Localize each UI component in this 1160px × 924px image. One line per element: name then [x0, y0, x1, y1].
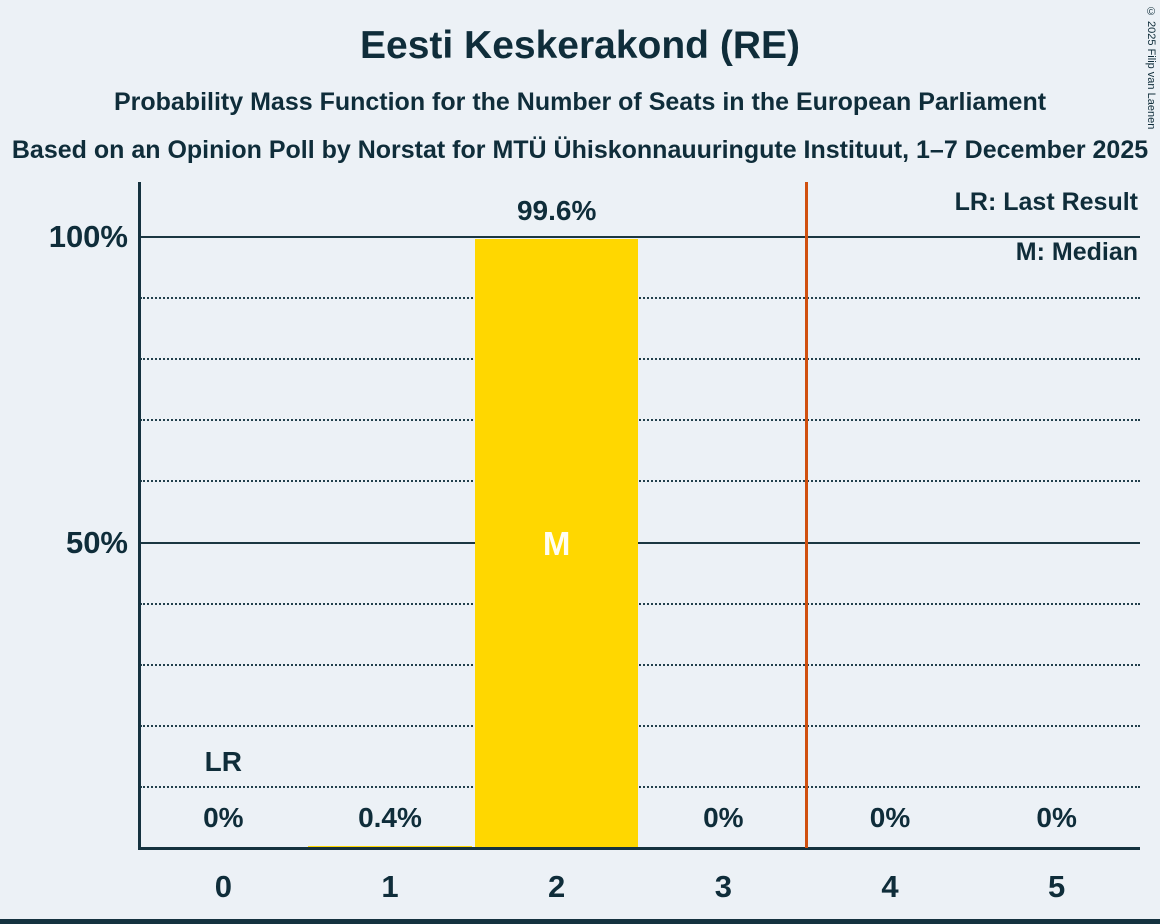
legend-last-result: LR: Last Result — [954, 188, 1138, 216]
gridline-20pct — [140, 724, 1140, 727]
x-tick-label-5: 5 — [1048, 869, 1066, 904]
y-tick-label-100pct: 100% — [48, 219, 128, 254]
bar-value-label-2: 99.6% — [516, 195, 597, 227]
chart-subtitle: Probability Mass Function for the Number… — [113, 88, 1047, 116]
x-tick-label-3: 3 — [714, 869, 732, 904]
bar-value-label-1: 0.4% — [358, 802, 422, 833]
median-marker: M — [542, 524, 571, 562]
x-tick-label-1: 1 — [381, 869, 399, 904]
gridline-60pct — [140, 480, 1140, 483]
x-tick-label-4: 4 — [881, 869, 899, 904]
x-tick-label-0: 0 — [214, 869, 232, 904]
y-tick-label-50pct: 50% — [65, 524, 128, 560]
bottom-border — [0, 919, 1160, 924]
bar-seat-1 — [308, 845, 472, 848]
last-result-marker: LR — [204, 746, 242, 777]
gridline-30pct — [140, 663, 1140, 666]
bar-value-label-4: 0% — [869, 802, 911, 833]
bar-value-label-5: 0% — [1036, 802, 1077, 833]
copyright-notice: © 2025 Filip van Laenen — [1145, 6, 1157, 130]
legend-median: M: Median — [1015, 238, 1138, 266]
gridline-90pct — [140, 297, 1140, 300]
page-title: Eesti Keskerakond (RE) — [360, 24, 800, 67]
gridline-70pct — [140, 419, 1140, 422]
gridline-40pct — [140, 602, 1140, 605]
bar-seat-2 — [474, 239, 639, 848]
x-axis — [138, 847, 1140, 850]
gridline-10pct — [140, 785, 1140, 788]
y-axis — [138, 182, 141, 848]
bar-value-label-3: 0% — [703, 802, 744, 833]
bar-value-label-0: 0% — [203, 802, 244, 833]
gridline-50pct — [140, 541, 1140, 544]
gridline-80pct — [140, 358, 1140, 361]
gridline-100pct — [140, 236, 1140, 238]
x-tick-label-2: 2 — [548, 869, 566, 904]
chart-source-line: Based on an Opinion Poll by Norstat for … — [11, 136, 1149, 164]
last-result-line — [805, 182, 809, 848]
